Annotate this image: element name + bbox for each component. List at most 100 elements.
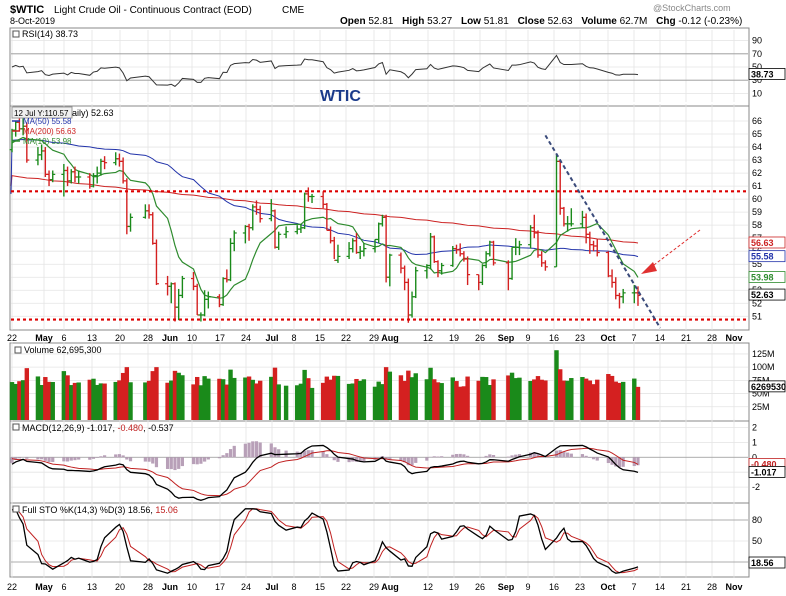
price-x-tick-label: 8 (291, 333, 296, 343)
macd-histogram-bar (180, 457, 184, 467)
macd-histogram-bar (595, 457, 599, 461)
price-y-tick-label: 65 (752, 129, 762, 139)
macd-histogram-bar (243, 443, 247, 458)
price-x-tick-label: 7 (631, 333, 636, 343)
svg-text:Full STO %K(14,3) %D(3) 18.56,: Full STO %K(14,3) %D(3) 18.56, 15.06 (22, 505, 178, 515)
macd-histogram-bar (310, 450, 314, 458)
price-y-tick-label: 52 (752, 298, 762, 308)
volume-bar (202, 376, 207, 420)
ma50-value-badge: 55.58 (748, 250, 786, 263)
volume-bar (528, 380, 533, 420)
bottom-x-tick-label: 26 (475, 582, 485, 592)
macd-histogram-bar (388, 457, 392, 460)
badge-box (748, 250, 786, 263)
macd-toggle-icon[interactable] (12, 423, 20, 431)
price-x-tick-label: 23 (575, 333, 585, 343)
bottom-x-tick-label: 9 (525, 582, 530, 592)
volume-bar (228, 369, 233, 420)
price-x-tick-label: 12 (423, 333, 433, 343)
volume-bar (298, 383, 304, 420)
macd-histogram-bar (584, 455, 588, 458)
macd-histogram-bar (14, 457, 18, 460)
macd-y-tick-label: -2 (752, 482, 760, 492)
macd-histogram-bar (147, 457, 151, 462)
volume-value-badge: 62695300 (748, 380, 786, 393)
macd-histogram-bar (195, 457, 199, 465)
volume-bar (539, 379, 544, 420)
macd-histogram-bar (488, 454, 492, 458)
macd-histogram-bar (69, 457, 73, 461)
tooltip-box (11, 106, 73, 119)
bottom-x-tick-label: Aug (381, 582, 399, 592)
volume-bar (406, 370, 411, 420)
macd-histogram-bar (232, 445, 236, 458)
price-x-tick-label: Jun (162, 333, 178, 343)
macd-histogram-bar (299, 452, 303, 458)
price-x-tick-label: 19 (449, 333, 459, 343)
rsi-toggle-icon[interactable] (12, 30, 20, 38)
bottom-x-tick-label: 13 (87, 582, 97, 592)
macd-histogram-bar (462, 454, 466, 458)
volume-bar (332, 375, 337, 420)
badge-box (748, 68, 786, 80)
macd-histogram-bar (614, 457, 618, 467)
volume-bar (328, 379, 333, 420)
macd-histogram-bar (203, 457, 207, 462)
volume-bar (554, 350, 559, 420)
close-value-badge: 52.63 (748, 288, 786, 301)
volume-bar (302, 369, 307, 420)
price-y-tick-label: 62 (752, 168, 762, 178)
volume-bar (613, 381, 618, 420)
volume-bar (195, 376, 200, 420)
macd-histogram-bar (165, 457, 170, 469)
volume-bar (324, 376, 330, 420)
volume-bar (350, 383, 355, 420)
volume-toggle-icon[interactable] (14, 346, 22, 354)
volume-bar (124, 367, 130, 420)
volume-bar (257, 380, 263, 420)
macd-histogram-bar (295, 451, 299, 458)
volume-bar (609, 375, 615, 420)
sto-toggle-icon[interactable] (12, 505, 20, 513)
macd-histogram-bar (354, 457, 359, 462)
overlay-lines (11, 134, 748, 329)
price-x-tick-label: 6 (61, 333, 66, 343)
volume-bar (295, 385, 300, 420)
bottom-x-tick-label: Sep (498, 582, 515, 592)
macd-histogram-bar (95, 457, 99, 458)
chart-date: 8-Oct-2019 (10, 16, 55, 26)
volume-bar (509, 372, 515, 420)
background-marks (9, 350, 641, 471)
volume-bar (513, 378, 518, 420)
macd-y-tick-label: 0 (752, 452, 757, 462)
macd-histogram-bar (406, 457, 410, 466)
volume-bar (380, 384, 385, 420)
volume-bar (232, 377, 237, 420)
macd-histogram-bar (403, 457, 407, 463)
volume-bar (398, 375, 404, 420)
volume-bar (535, 376, 541, 420)
macd-histogram-bar (528, 452, 533, 458)
macd-histogram-bar (332, 457, 336, 461)
macd-histogram-bar (632, 457, 636, 467)
macd-histogram-bar (506, 456, 510, 458)
bottom-x-tick-label: 6 (61, 582, 66, 592)
volume-bar (35, 376, 41, 420)
volume-bar (150, 371, 155, 420)
volume-bar (483, 377, 489, 420)
price-x-tick-label: 26 (475, 333, 485, 343)
macd-histogram-bar (103, 455, 107, 458)
bottom-x-tick-label: 15 (315, 582, 325, 592)
badge-label: 53.98 (751, 272, 774, 282)
volume-y-tick-label: 75M (752, 375, 770, 385)
volume-bar (146, 380, 152, 420)
legend-label: MA(10) 53.98 (23, 137, 72, 146)
macd-title: MACD(12,26,9) -1.017, -0.480, -0.537 (12, 423, 174, 433)
volume-bar (561, 380, 567, 420)
volume-bar (335, 375, 341, 420)
volume-bar (206, 378, 211, 420)
macd-histogram-bar (62, 457, 66, 462)
rsi-title: RSI(14) 38.73 (12, 29, 78, 39)
macd-histogram-bar (51, 457, 55, 462)
